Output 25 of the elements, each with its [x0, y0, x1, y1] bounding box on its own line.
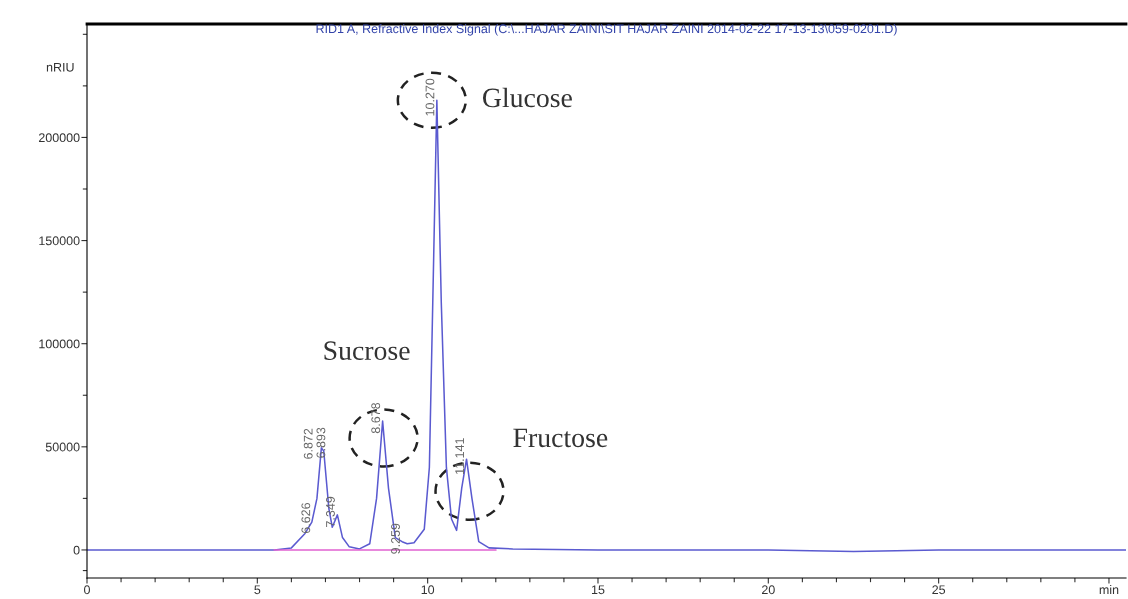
annotation: 10.270 — [425, 78, 435, 116]
annotation: 11.141 — [455, 438, 464, 474]
chart-title: RID1 A, Refractive Index Signal (C:\...HAJAR ZAINI\SIT HAJAR ZAINI 2014-02-22 17-13-13\059-0201.D) — [316, 23, 897, 36]
annotation: 7.349 — [326, 496, 335, 527]
y-axis-title: nRIU — [46, 62, 74, 72]
annotation: Sucrose — [324, 341, 410, 360]
x-tick-label: 5 — [254, 585, 261, 595]
y-tick-label: 200000 — [38, 133, 80, 143]
annotation: 6.626 — [301, 502, 311, 534]
annotation: Glucose — [482, 87, 572, 108]
annotation: 6.893 — [316, 427, 326, 458]
annotation: 8.678 — [371, 402, 381, 434]
annotation: 9.259 — [391, 523, 400, 554]
annotation: Fructose — [513, 428, 608, 448]
annotation: 6.872 — [303, 428, 313, 459]
x-tick-label: 25 — [932, 585, 946, 595]
y-tick-label: 100000 — [39, 339, 80, 349]
y-tick-label: 0 — [73, 545, 80, 555]
x-tick-label: 20 — [761, 585, 775, 595]
y-tick-label: 150000 — [39, 236, 80, 246]
y-tick-label: 50000 — [45, 442, 80, 452]
x-tick-label: 10 — [421, 585, 435, 595]
x-tick-label: 15 — [591, 585, 605, 595]
x-tick-label: min — [1099, 584, 1119, 594]
x-tick-label: 0 — [84, 585, 90, 595]
